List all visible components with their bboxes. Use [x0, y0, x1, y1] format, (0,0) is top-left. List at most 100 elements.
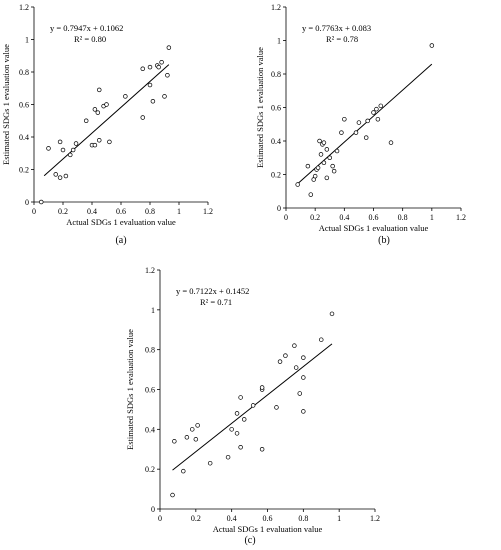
x-tick-label: 0.4	[87, 207, 97, 216]
data-point	[321, 140, 327, 145]
data-point	[150, 98, 156, 104]
data-point	[283, 353, 288, 358]
x-tick-label: 0.2	[310, 213, 320, 222]
data-point	[170, 492, 175, 498]
y-tick-label: 0	[25, 198, 29, 207]
y-tick-label: 0	[277, 204, 281, 213]
data-point	[95, 110, 101, 115]
data-point	[195, 423, 200, 428]
y-tick-label: 0.2	[19, 166, 29, 175]
data-point	[339, 130, 344, 135]
data-point	[225, 454, 231, 460]
data-point	[190, 427, 195, 432]
data-point	[104, 102, 109, 107]
x-tick-label: 0.6	[116, 207, 126, 216]
data-point	[329, 311, 335, 317]
r-squared-label: R² = 0.78	[326, 34, 358, 44]
data-point	[324, 175, 330, 181]
data-point	[277, 359, 283, 364]
data-point	[207, 460, 213, 466]
y-axis-label: Estimated SDGs 1 evaluation value	[255, 47, 265, 168]
y-tick-label: 0.6	[145, 386, 155, 395]
y-tick-label: 0.8	[145, 346, 155, 355]
x-tick-label: 0	[158, 514, 162, 523]
x-tick-label: 0	[284, 213, 288, 222]
data-point	[342, 116, 347, 122]
x-axis-label: Actual SDGs 1 evaluation value	[213, 524, 323, 534]
data-point	[159, 59, 164, 65]
data-point	[365, 118, 370, 124]
y-tick-label: 0.2	[145, 465, 155, 474]
data-point	[317, 138, 322, 144]
data-point	[147, 64, 153, 70]
regression-equation: y = 0.7947x + 0.1062	[50, 23, 123, 33]
x-tick-label: 0.2	[191, 514, 201, 523]
x-tick-label: 1	[430, 213, 434, 222]
data-point	[234, 431, 240, 436]
x-tick-label: 0.6	[263, 514, 273, 523]
data-point	[259, 385, 265, 390]
data-point	[297, 391, 303, 396]
data-point	[156, 64, 161, 70]
chart-panel-1: 0 0.2 0.4 0.6 0.8 1 1.2 0 0.2 0.4 0.6 0.8 1 1.2 Actual…	[1, 3, 213, 246]
y-tick-label: 0.2	[271, 171, 281, 180]
data-point	[92, 107, 98, 112]
data-point	[274, 405, 279, 410]
data-point	[321, 160, 327, 166]
data-point	[356, 120, 362, 125]
data-point	[259, 447, 265, 452]
data-point	[57, 139, 63, 145]
x-tick-label: 0.4	[339, 213, 349, 222]
data-point	[319, 337, 324, 342]
data-point	[147, 82, 153, 88]
x-tick-label: 1.2	[203, 207, 213, 216]
data-point	[165, 72, 170, 78]
data-point	[318, 152, 324, 157]
data-point	[53, 172, 58, 177]
data-point	[331, 168, 337, 174]
data-point	[250, 403, 256, 408]
data-point	[73, 141, 79, 146]
trend-line	[297, 63, 433, 185]
data-point	[238, 445, 243, 450]
data-point	[363, 135, 369, 140]
y-tick-label: 0.6	[19, 101, 29, 110]
panel-label: (b)	[378, 235, 390, 246]
y-tick-label: 1.2	[145, 266, 155, 275]
data-point	[241, 417, 247, 422]
data-point	[371, 110, 376, 115]
x-tick-label: 1.2	[456, 213, 466, 222]
data-point	[330, 163, 335, 169]
y-tick-label: 0.8	[19, 68, 29, 77]
data-point	[334, 148, 340, 154]
y-axis-label: Estimated SDGs 1 evaluation value	[125, 329, 135, 450]
data-point	[140, 66, 146, 71]
data-point	[193, 437, 199, 442]
data-point	[46, 146, 51, 151]
data-point	[353, 130, 359, 135]
data-point	[327, 155, 333, 161]
data-point	[292, 343, 297, 348]
y-tick-label: 1	[277, 37, 281, 46]
data-point	[375, 116, 381, 122]
x-tick-label: 0.4	[227, 514, 237, 523]
data-point	[293, 365, 299, 370]
data-point	[305, 163, 311, 169]
y-tick-label: 1.2	[19, 3, 29, 12]
data-point	[60, 147, 66, 153]
data-point	[83, 118, 89, 123]
data-point	[181, 468, 186, 474]
y-tick-label: 0.6	[271, 104, 281, 113]
data-point	[96, 138, 102, 143]
data-point	[57, 175, 63, 180]
data-point	[63, 173, 69, 179]
y-tick-label: 1	[25, 36, 29, 45]
x-tick-label: 0.8	[298, 514, 308, 523]
data-point	[301, 409, 306, 414]
y-tick-label: 0.8	[271, 70, 281, 79]
data-point	[315, 165, 321, 171]
data-point	[172, 439, 177, 444]
regression-equation: y = 0.7122x + 0.1452	[176, 286, 249, 296]
data-point	[308, 192, 314, 197]
